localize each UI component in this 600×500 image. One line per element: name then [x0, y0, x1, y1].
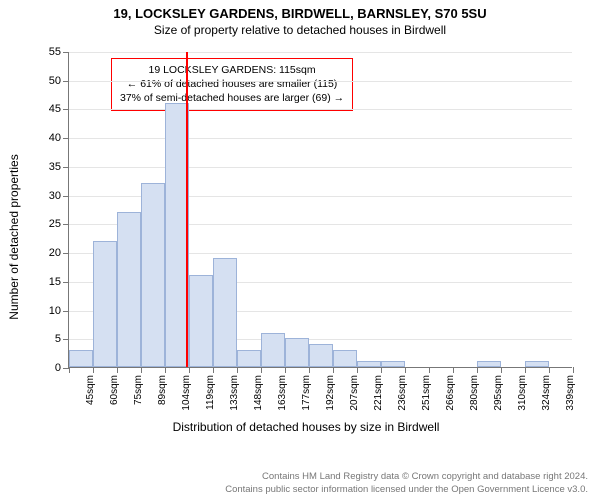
y-tick-label: 40 — [49, 132, 69, 144]
x-tick-label: 266sqm — [445, 375, 456, 411]
gridline — [69, 138, 572, 139]
gridline — [69, 109, 572, 110]
histogram-bar — [189, 275, 213, 367]
x-tick-label: 119sqm — [205, 375, 216, 410]
x-tick-label: 236sqm — [397, 375, 408, 411]
x-tick — [261, 367, 262, 373]
histogram-bar — [333, 350, 357, 367]
x-tick-label: 295sqm — [493, 375, 504, 411]
y-tick-label: 20 — [49, 247, 69, 259]
annotation-line: 37% of semi-detached houses are larger (… — [120, 91, 344, 105]
x-tick — [213, 367, 214, 373]
x-tick-label: 207sqm — [349, 375, 360, 411]
x-tick — [285, 367, 286, 373]
title-sub: Size of property relative to detached ho… — [0, 23, 600, 37]
y-tick-label: 45 — [49, 103, 69, 115]
histogram-bar — [309, 344, 333, 367]
histogram-bar — [261, 333, 285, 367]
footer-attribution: Contains HM Land Registry data © Crown c… — [225, 471, 588, 496]
x-tick — [429, 367, 430, 373]
x-tick — [69, 367, 70, 373]
x-tick-label: 148sqm — [253, 375, 264, 411]
x-tick — [573, 367, 574, 373]
x-tick — [309, 367, 310, 373]
x-tick-label: 310sqm — [517, 375, 528, 411]
x-tick-label: 221sqm — [373, 375, 384, 411]
x-tick-label: 89sqm — [157, 375, 168, 405]
histogram-bar — [381, 361, 405, 367]
x-tick-label: 324sqm — [541, 375, 552, 411]
annotation-box: 19 LOCKSLEY GARDENS: 115sqm← 61% of deta… — [111, 58, 353, 111]
plot-area: 19 LOCKSLEY GARDENS: 115sqm← 61% of deta… — [68, 52, 572, 368]
x-tick — [405, 367, 406, 373]
x-tick — [549, 367, 550, 373]
y-tick-label: 5 — [55, 333, 69, 345]
x-axis-label: Distribution of detached houses by size … — [28, 420, 584, 434]
x-tick-label: 163sqm — [277, 375, 288, 411]
y-tick-label: 50 — [49, 75, 69, 87]
histogram-bar — [285, 338, 309, 367]
x-tick-label: 339sqm — [565, 375, 576, 411]
x-tick-label: 75sqm — [133, 375, 144, 405]
y-tick-label: 10 — [49, 305, 69, 317]
chart-title-block: 19, LOCKSLEY GARDENS, BIRDWELL, BARNSLEY… — [0, 0, 600, 37]
title-main: 19, LOCKSLEY GARDENS, BIRDWELL, BARNSLEY… — [0, 6, 600, 21]
annotation-line: ← 61% of detached houses are smaller (11… — [120, 77, 344, 91]
histogram-bar — [237, 350, 261, 367]
x-tick-label: 104sqm — [181, 375, 192, 411]
x-tick — [189, 367, 190, 373]
histogram-bar — [213, 258, 237, 367]
annotation-line: 19 LOCKSLEY GARDENS: 115sqm — [120, 63, 344, 77]
y-tick-label: 30 — [49, 190, 69, 202]
x-tick — [93, 367, 94, 373]
gridline — [69, 52, 572, 53]
x-tick-label: 251sqm — [421, 375, 432, 411]
x-tick-label: 177sqm — [301, 375, 312, 411]
histogram-bar — [141, 183, 165, 367]
footer-line2: Contains public sector information licen… — [225, 484, 588, 496]
y-tick-label: 0 — [55, 362, 69, 374]
histogram-bar — [477, 361, 501, 367]
y-tick-label: 25 — [49, 218, 69, 230]
x-tick-label: 280sqm — [469, 375, 480, 411]
histogram-bar — [93, 241, 117, 367]
y-tick-label: 35 — [49, 161, 69, 173]
gridline — [69, 167, 572, 168]
x-tick — [453, 367, 454, 373]
x-tick-label: 133sqm — [229, 375, 240, 411]
x-tick — [141, 367, 142, 373]
x-tick — [357, 367, 358, 373]
x-tick — [477, 367, 478, 373]
histogram-bar — [357, 361, 381, 367]
x-tick-label: 60sqm — [109, 375, 120, 405]
y-axis-label: Number of detached properties — [7, 154, 21, 319]
gridline — [69, 81, 572, 82]
highlight-marker — [186, 52, 188, 367]
x-tick — [117, 367, 118, 373]
x-tick — [333, 367, 334, 373]
histogram-bar — [117, 212, 141, 367]
chart-container: Number of detached properties 19 LOCKSLE… — [28, 44, 584, 430]
y-tick-label: 15 — [49, 276, 69, 288]
x-tick — [381, 367, 382, 373]
x-tick — [525, 367, 526, 373]
x-tick — [165, 367, 166, 373]
histogram-bar — [525, 361, 549, 367]
x-tick-label: 192sqm — [325, 375, 336, 411]
y-tick-label: 55 — [49, 46, 69, 58]
x-tick — [501, 367, 502, 373]
histogram-bar — [69, 350, 93, 367]
x-tick-label: 45sqm — [85, 375, 96, 405]
x-tick — [237, 367, 238, 373]
footer-line1: Contains HM Land Registry data © Crown c… — [225, 471, 588, 483]
